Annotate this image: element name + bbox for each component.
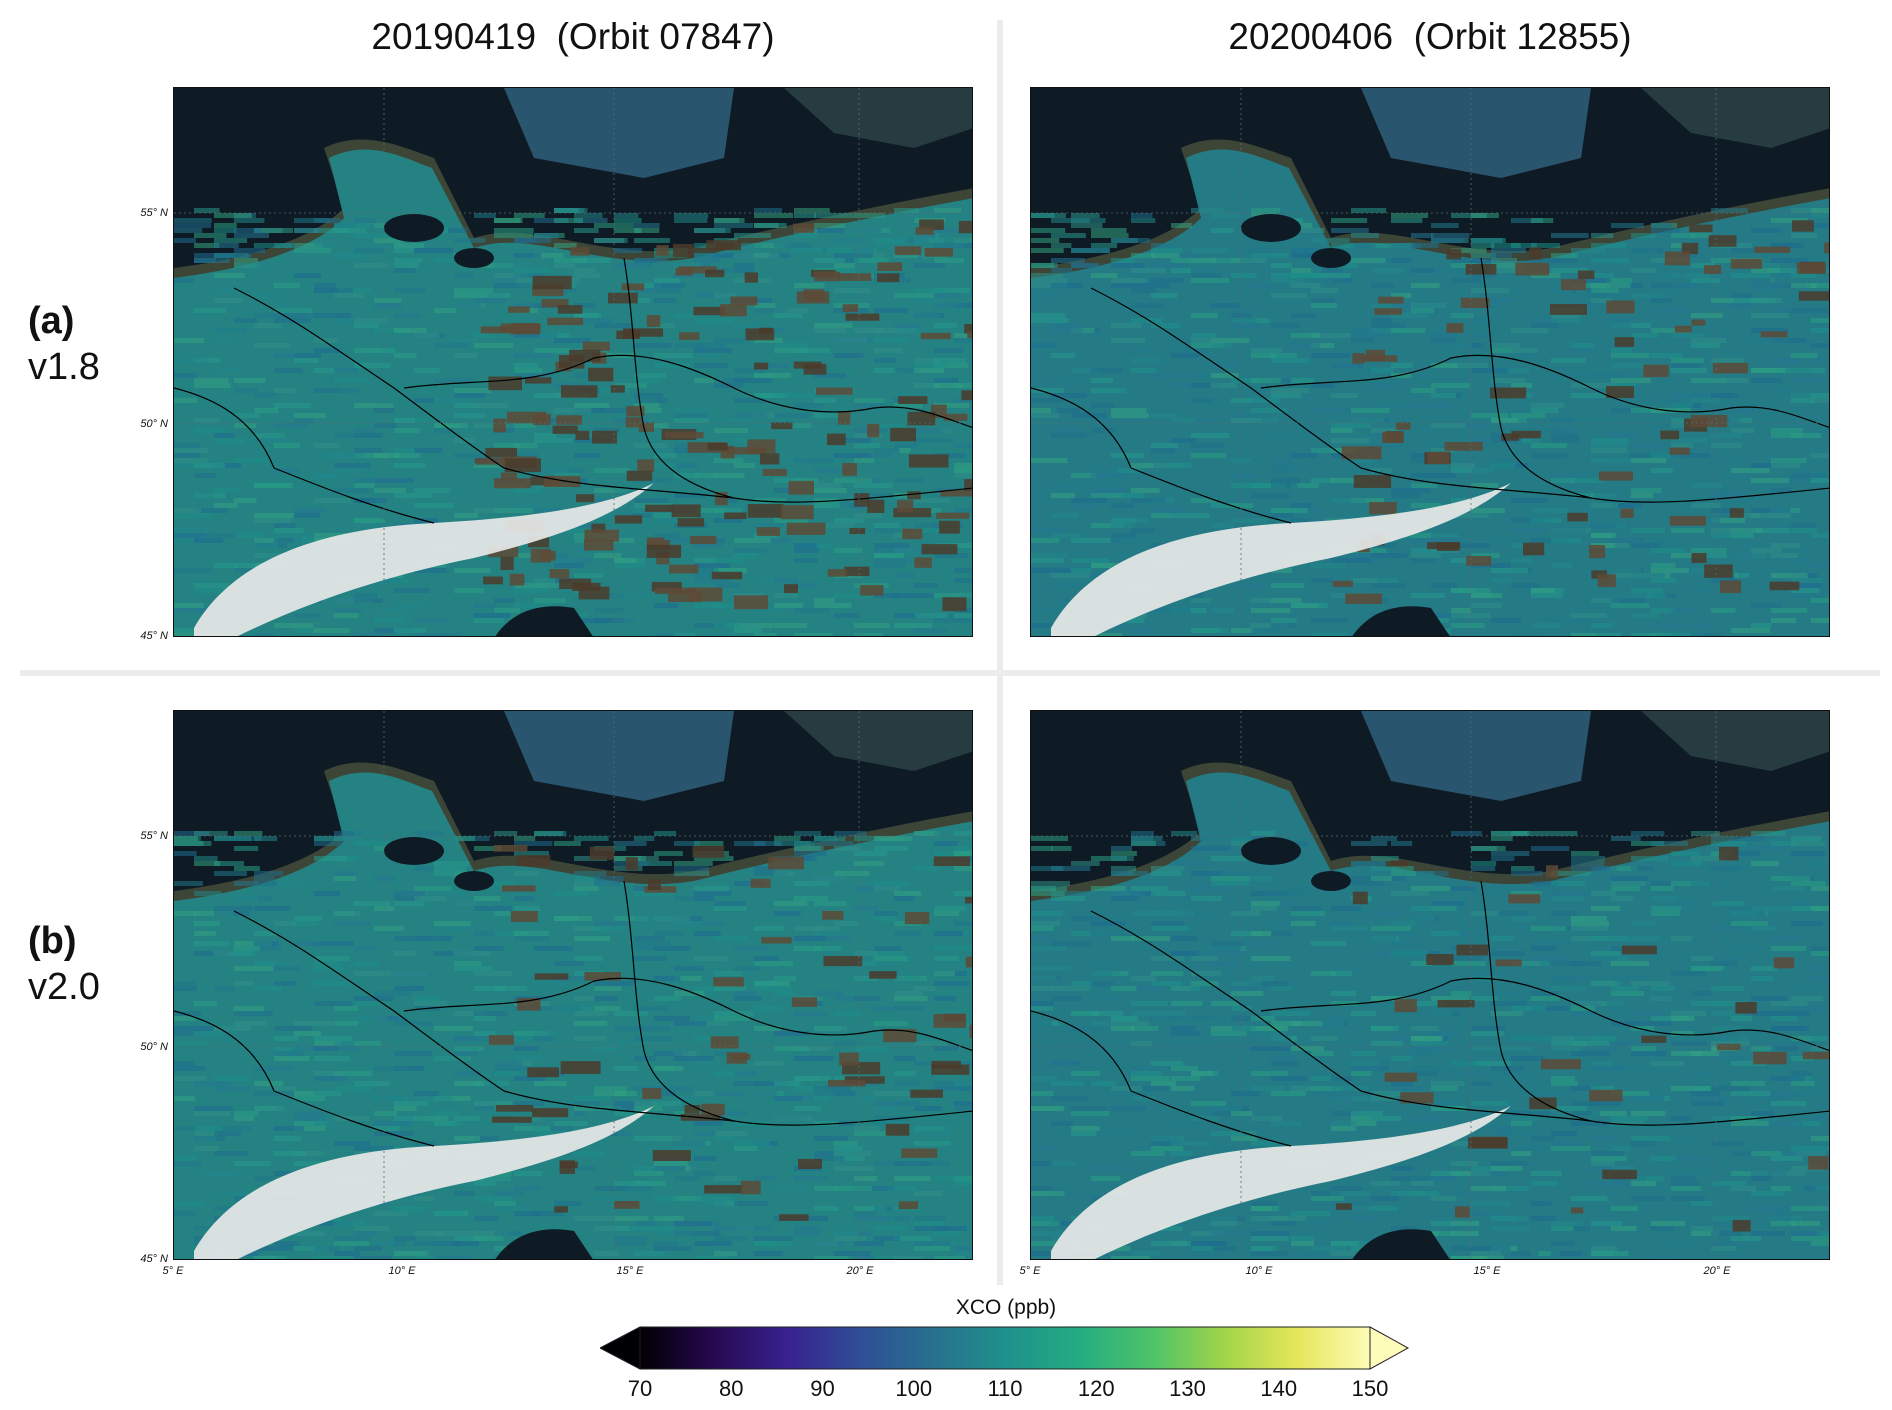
colorbar-gradient (639, 1326, 1371, 1370)
map-image (1031, 88, 1829, 636)
lon-tick-10-right: 10° E (1245, 1265, 1273, 1277)
lon-tick-5-right: 5° E (1019, 1265, 1041, 1277)
row-letter-a: (a) (28, 300, 75, 342)
lat-tick-50-bottom-left: 50° N (140, 1041, 168, 1053)
lon-tick-15-left: 15° E (616, 1265, 644, 1277)
map-panel-v20-2020 (1030, 710, 1830, 1260)
colorbar-extend-high (1369, 1326, 1410, 1370)
colorbar-extend-low (600, 1326, 641, 1370)
lat-tick-55-bottom-left: 55° N (140, 830, 168, 842)
lat-tick-45-bottom-left: 45° N (140, 1253, 168, 1265)
colorbar-tick-label: 150 (1351, 1376, 1389, 1401)
lat-tick-45-top-left: 45° N (140, 630, 168, 642)
column-title-2020: 20200406 (Orbit 12855) (1228, 16, 1632, 57)
map-image (174, 88, 972, 636)
colorbar-title: XCO (ppb) (955, 1296, 1057, 1319)
lon-tick-5-left: 5° E (162, 1265, 184, 1277)
colorbar-tick-label: 130 (1169, 1376, 1206, 1401)
lon-tick-10-left: 10° E (388, 1265, 416, 1277)
map-panel-v18-2019 (173, 87, 973, 637)
map-panel-v20-2019 (173, 710, 973, 1260)
map-image (1031, 711, 1829, 1259)
colorbar-tick-label: 70 (627, 1376, 653, 1401)
colorbar-tick-label: 90 (810, 1376, 835, 1401)
map-image (174, 711, 972, 1259)
horizontal-divider (20, 670, 1880, 676)
column-title-2019: 20190419 (Orbit 07847) (371, 16, 775, 57)
colorbar-tick-label: 110 (987, 1376, 1023, 1401)
row-letter-b: (b) (28, 920, 77, 962)
colorbar-tick-label: 140 (1260, 1376, 1298, 1401)
row-label-b: (b) v2.0 (28, 918, 100, 1010)
lon-tick-20-right: 20° E (1703, 1265, 1731, 1277)
lat-tick-50-top-left: 50° N (140, 418, 168, 430)
map-panel-v18-2020 (1030, 87, 1830, 637)
colorbar-tick-label: 120 (1077, 1376, 1115, 1401)
colorbar-tick-label: 80 (719, 1376, 744, 1401)
colorbar-tick-label: 100 (895, 1376, 933, 1401)
lat-tick-55-top-left: 55° N (140, 207, 168, 219)
lon-tick-20-left: 20° E (846, 1265, 874, 1277)
row-version-b: v2.0 (28, 966, 100, 1008)
vertical-divider (997, 20, 1003, 1285)
lon-tick-15-right: 15° E (1473, 1265, 1501, 1277)
row-version-a: v1.8 (28, 346, 100, 388)
colorbar (600, 1326, 1410, 1370)
row-label-a: (a) v1.8 (28, 298, 100, 390)
